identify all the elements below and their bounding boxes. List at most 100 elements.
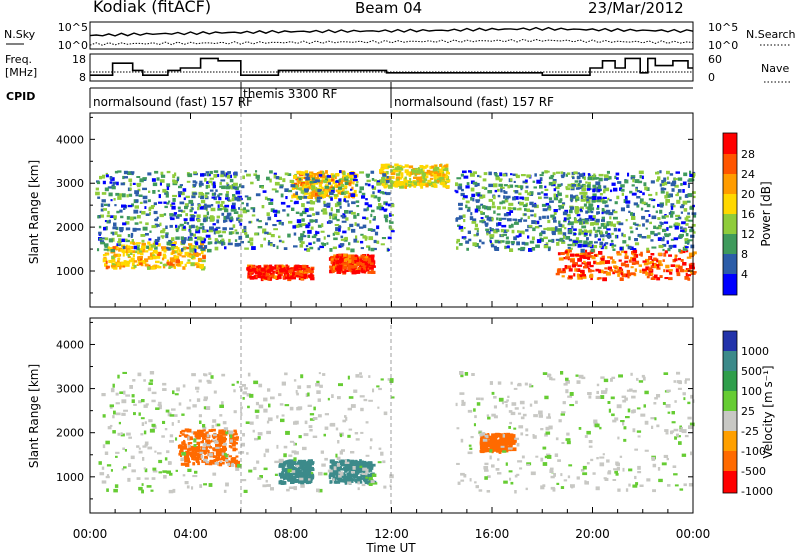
heatmap-cell: [279, 272, 283, 276]
heatmap-cell: [546, 215, 550, 219]
heatmap-cell: [648, 272, 653, 277]
heatmap-cell: [295, 272, 300, 275]
heatmap-cell: [281, 467, 285, 472]
heatmap-cell: [482, 432, 486, 436]
heatmap-cell: [258, 383, 263, 388]
heatmap-cell: [164, 205, 168, 209]
heatmap-cell: [674, 184, 679, 188]
heatmap-cell: [181, 441, 186, 445]
heatmap-cell: [244, 232, 248, 236]
heatmap-cell: [198, 226, 203, 230]
heatmap-cell: [232, 186, 237, 189]
heatmap-cell: [650, 230, 655, 235]
heatmap-cell: [139, 262, 143, 266]
heatmap-cell: [502, 434, 505, 438]
heatmap-cell: [179, 184, 183, 187]
heatmap-cell: [191, 456, 195, 461]
heatmap-cell: [324, 184, 329, 187]
heatmap-cell: [678, 248, 681, 253]
heatmap-cell: [107, 186, 112, 189]
heatmap-cell: [480, 442, 483, 446]
heatmap-cell: [100, 241, 106, 245]
heatmap-cell: [125, 252, 129, 256]
heatmap-cell: [637, 180, 643, 184]
heatmap-cell: [419, 165, 424, 169]
heatmap-cell: [252, 429, 255, 433]
heatmap-cell: [367, 270, 372, 274]
heatmap-cell: [358, 462, 363, 466]
heatmap-cell: [644, 390, 649, 395]
heatmap-cell: [431, 165, 435, 169]
heatmap-cell: [580, 198, 586, 202]
heatmap-cell: [334, 478, 337, 482]
heatmap-cell: [477, 193, 480, 197]
heatmap-cell: [597, 238, 601, 241]
heatmap-cell: [379, 206, 385, 211]
heatmap-cell: [621, 232, 624, 237]
heatmap-cell: [334, 203, 338, 208]
heatmap-cell: [223, 219, 226, 223]
heatmap-cell: [244, 387, 248, 390]
heatmap-cell: [173, 180, 178, 184]
heatmap-cell: [568, 228, 573, 233]
heatmap-cell: [495, 176, 500, 181]
heatmap-cell: [302, 186, 308, 189]
heatmap-cell: [235, 436, 239, 439]
heatmap-cell: [132, 182, 136, 185]
heatmap-cell: [162, 263, 168, 267]
heatmap-cell: [114, 231, 118, 235]
heatmap-cell: [119, 209, 123, 213]
heatmap-cell: [284, 188, 289, 192]
heatmap-cell: [263, 453, 266, 458]
heatmap-cell: [520, 185, 524, 189]
heatmap-cell: [599, 426, 602, 430]
heatmap-cell: [285, 276, 291, 280]
heatmap-cell: [202, 218, 207, 223]
heatmap-cell: [631, 192, 637, 196]
heatmap-cell: [625, 416, 630, 419]
heatmap-cell: [353, 263, 359, 267]
heatmap-cell: [674, 178, 678, 181]
power-cbar-tick-20: 20: [741, 188, 755, 201]
heatmap-cell: [690, 451, 692, 456]
heatmap-cell: [650, 265, 655, 269]
heatmap-cell: [246, 173, 251, 177]
heatmap-cell: [141, 422, 145, 426]
heatmap-cell: [644, 420, 649, 425]
heatmap-cell: [133, 216, 137, 220]
heatmap-cell: [323, 433, 326, 437]
heatmap-cell: [618, 266, 622, 270]
heatmap-cell: [230, 231, 235, 235]
heatmap-cell: [277, 274, 282, 277]
heatmap-cell: [159, 179, 165, 183]
heatmap-cell: [188, 225, 192, 229]
heatmap-cell: [575, 374, 579, 377]
heatmap-cell: [442, 168, 447, 171]
heatmap-cell: [649, 261, 654, 265]
heatmap-cell: [513, 236, 517, 241]
heatmap-cell: [191, 486, 194, 490]
heatmap-cell: [684, 380, 687, 384]
heatmap-cell: [687, 277, 691, 281]
heatmap-cell: [174, 393, 179, 396]
heatmap-cell: [599, 234, 605, 238]
heatmap-cell: [338, 182, 341, 186]
heatmap-cell: [586, 210, 590, 214]
heatmap-cell: [597, 205, 600, 209]
heatmap-cell: [299, 244, 304, 248]
heatmap-cell: [198, 204, 201, 207]
heatmap-cell: [567, 246, 571, 249]
heatmap-cell: [581, 274, 586, 277]
heatmap-cell: [463, 237, 466, 240]
heatmap-cell: [679, 196, 682, 200]
heatmap-cell: [338, 261, 343, 265]
heatmap-cell: [570, 194, 573, 198]
heatmap-cell: [347, 264, 352, 269]
heatmap-cell: [191, 195, 196, 199]
heatmap-cell: [188, 243, 193, 246]
heatmap-cell: [102, 444, 106, 449]
heatmap-cell: [484, 215, 489, 218]
heatmap-cell: [651, 246, 657, 249]
heatmap-cell: [148, 243, 153, 247]
heatmap-cell: [204, 177, 207, 182]
